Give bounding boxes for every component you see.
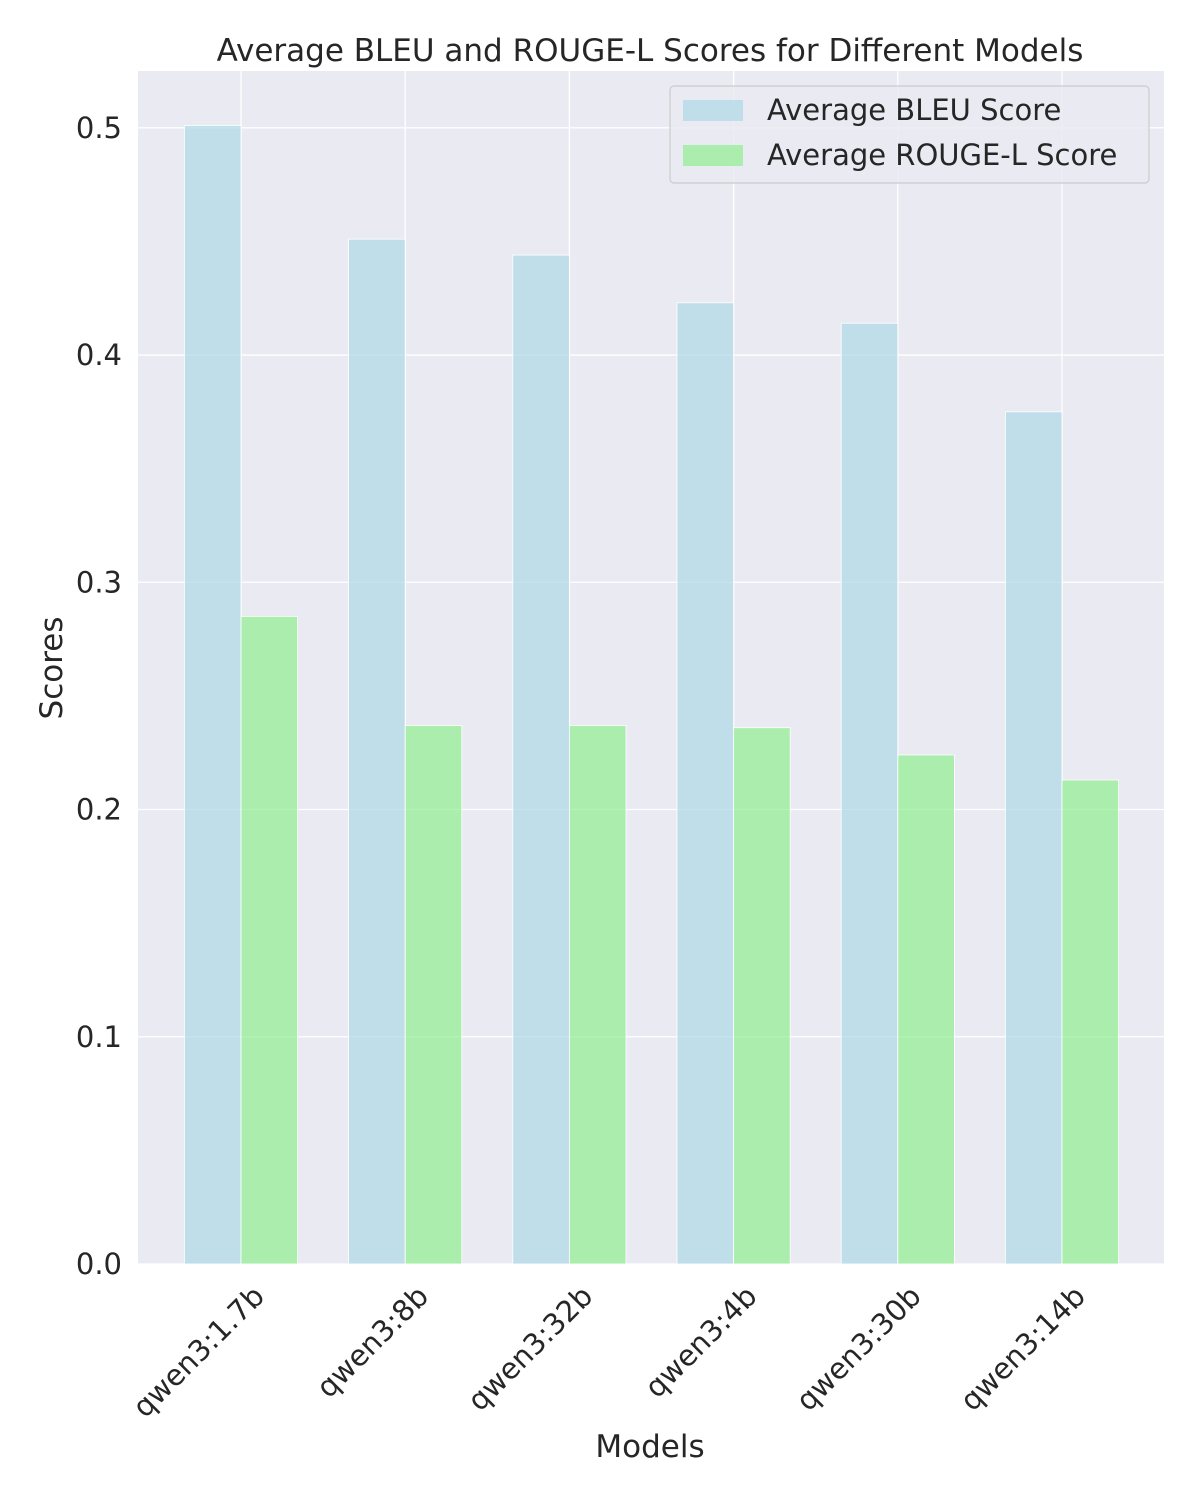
bar-bleu-qwen3-32b <box>512 254 570 1265</box>
bar-rouge-l-qwen3-8b <box>404 725 463 1265</box>
y-tick-label: 0.5 <box>76 111 122 145</box>
x-tick-label: qwen3:1.7b <box>126 1279 271 1424</box>
x-tick-label: qwen3:30b <box>789 1279 928 1418</box>
bar-bleu-qwen3-8b <box>348 238 406 1265</box>
x-tick-label: qwen3:4b <box>638 1279 763 1404</box>
bar-rouge-l-qwen3-4b <box>733 727 791 1265</box>
bar-bleu-qwen3-14b <box>1005 411 1063 1265</box>
y-tick-label: 0.3 <box>76 565 122 599</box>
x-tick-label: qwen3:32b <box>461 1279 600 1418</box>
plot-area <box>138 71 1164 1264</box>
chart-title: Average BLEU and ROUGE-L Scores for Diff… <box>217 33 1084 69</box>
bar-rouge-l-qwen3-1-7b <box>240 615 298 1265</box>
y-axis-ticks: 0.0 0.1 0.2 0.3 0.4 0.5 <box>76 111 122 1281</box>
y-tick-label: 0.1 <box>76 1020 122 1054</box>
x-axis-ticks: qwen3:1.7b qwen3:8b qwen3:32b qwen3:4b qwen3… <box>126 1279 1092 1424</box>
x-tick-label: qwen3:8b <box>310 1279 435 1404</box>
bar-bleu-qwen3-30b <box>840 322 899 1265</box>
x-axis-label: Models <box>595 1429 704 1465</box>
bars-group <box>183 125 1119 1265</box>
bar-rouge-l-qwen3-32b <box>569 725 627 1265</box>
bar-rouge-l-qwen3-30b <box>897 754 955 1265</box>
y-tick-label: 0.2 <box>76 793 122 827</box>
y-tick-label: 0.4 <box>76 338 122 372</box>
x-tick-label: qwen3:14b <box>953 1279 1092 1418</box>
legend-box <box>669 85 1150 184</box>
legend-label: Average BLEU Score <box>767 93 1061 127</box>
y-axis-label: Scores <box>34 617 70 720</box>
legend: Average BLEU Score Average ROUGE-L Score <box>669 85 1150 184</box>
y-tick-label: 0.0 <box>76 1247 122 1281</box>
legend-swatch <box>683 145 743 166</box>
bar-bleu-qwen3-1-7b <box>183 125 242 1265</box>
legend-label: Average ROUGE-L Score <box>767 138 1117 172</box>
bar-bleu-qwen3-4b <box>676 302 734 1265</box>
legend-swatch <box>683 100 743 121</box>
bar-rouge-l-qwen3-14b <box>1061 779 1119 1265</box>
